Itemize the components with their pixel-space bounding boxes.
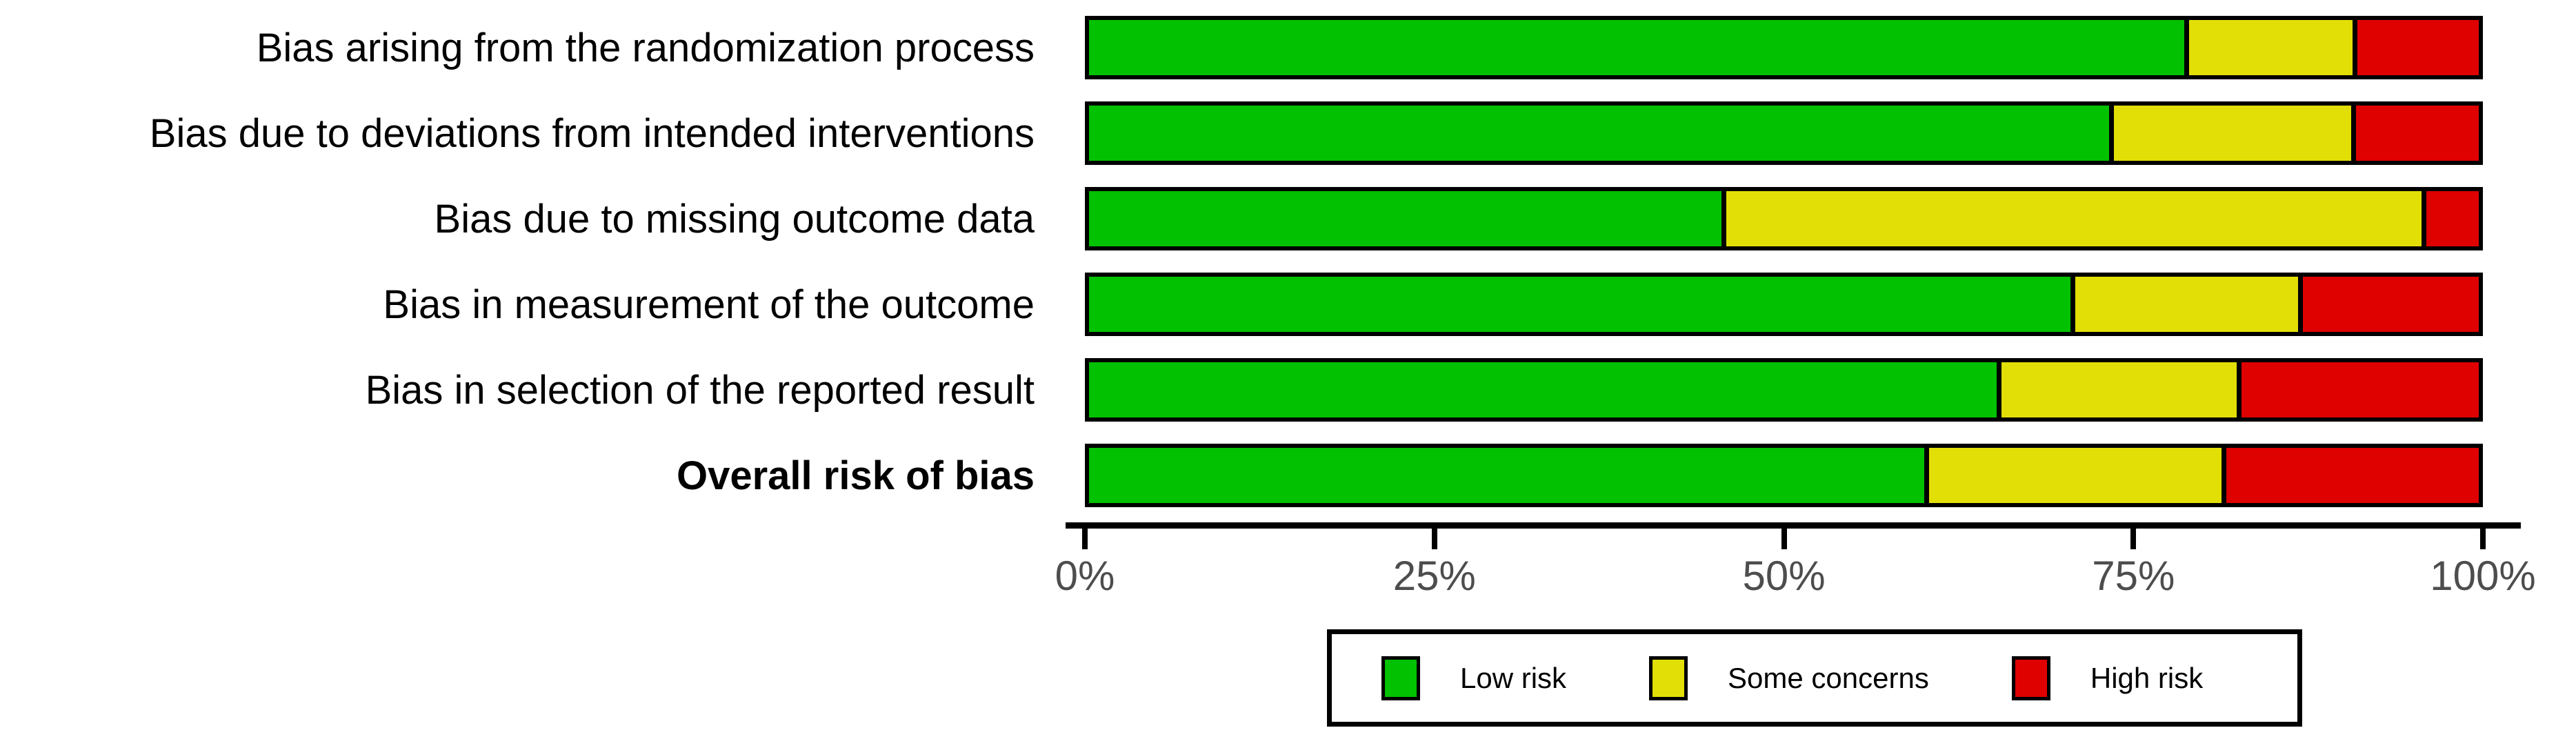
bar-segment-some-concerns (2109, 106, 2351, 161)
stacked-bar (1085, 444, 2483, 507)
legend-item-label: Some concerns (1728, 661, 1929, 694)
axis-tick-mark (1781, 529, 1787, 549)
stacked-bar (1085, 273, 2483, 336)
stacked-bar (1085, 16, 2483, 79)
axis-tick-label: 50% (1742, 553, 1826, 599)
bar-segment-high-risk (2352, 20, 2479, 75)
bar-segment-high-risk (2221, 448, 2479, 503)
bar-segment-some-concerns (1924, 448, 2222, 503)
bar-segment-some-concerns (1721, 191, 2422, 246)
bar-segment-high-risk (2422, 191, 2479, 246)
bar-segment-low-risk (1089, 20, 2184, 75)
legend: Low risk Some concerns High risk (1327, 629, 2302, 727)
bar-segment-some-concerns (1996, 362, 2237, 417)
bar-segment-high-risk (2298, 277, 2479, 332)
stacked-bar (1085, 101, 2483, 165)
domain-label: Bias due to missing outcome data (434, 196, 1035, 242)
bar-segment-low-risk (1089, 448, 1924, 503)
bar-segment-high-risk (2350, 106, 2479, 161)
bar-segment-low-risk (1089, 191, 1721, 246)
stacked-bar (1085, 187, 2483, 250)
domain-label: Bias arising from the randomization proc… (256, 25, 1035, 70)
axis-tick-label: 25% (1392, 553, 1476, 599)
bar-segment-low-risk (1089, 106, 2109, 161)
bar-segment-low-risk (1089, 277, 2070, 332)
axis-tick-mark (2480, 529, 2486, 549)
axis-tick-mark (1431, 529, 1437, 549)
bar-segment-high-risk (2237, 362, 2479, 417)
domain-label: Bias due to deviations from intended int… (149, 110, 1035, 156)
axis-tick-label: 100% (2430, 553, 2536, 599)
legend-swatch-icon (1381, 656, 1420, 700)
legend-item: Some concerns (1649, 656, 1929, 700)
axis-tick-label: 0% (1055, 553, 1115, 599)
axis-tick-label: 75% (2092, 553, 2175, 599)
bar-segment-low-risk (1089, 362, 1997, 417)
legend-item-label: Low risk (1460, 661, 1567, 694)
legend-item: Low risk (1381, 656, 1566, 700)
domain-label: Bias in selection of the reported result (365, 367, 1035, 413)
legend-item: High risk (2011, 656, 2204, 700)
domain-label: Overall risk of bias (676, 453, 1035, 498)
axis-tick-mark (1082, 529, 1088, 549)
axis-tick-mark (2130, 529, 2137, 549)
legend-swatch-icon (1649, 656, 1688, 700)
legend-item-label: High risk (2090, 661, 2204, 694)
domain-label: Bias in measurement of the outcome (383, 282, 1035, 327)
bar-segment-some-concerns (2070, 277, 2299, 332)
x-axis-line (1066, 522, 2521, 529)
stacked-bar (1085, 358, 2483, 422)
bar-segment-some-concerns (2184, 20, 2353, 75)
legend-swatch-icon (2011, 656, 2050, 700)
